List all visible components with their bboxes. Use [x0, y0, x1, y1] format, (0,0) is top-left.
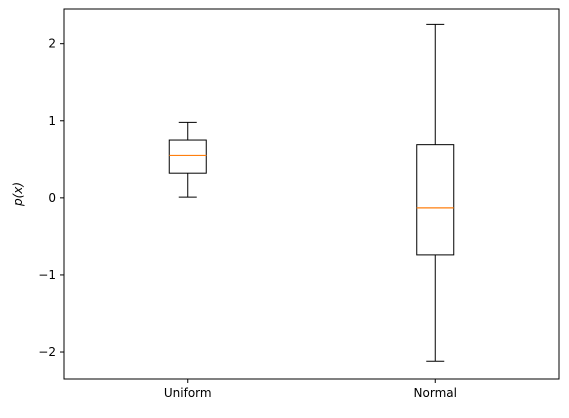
- plot-area-frame: [63, 8, 560, 380]
- y-tick-label: −2: [38, 345, 56, 359]
- y-axis-ticks: −2 −1 0 1 2: [38, 37, 64, 359]
- iqr-box: [168, 139, 207, 174]
- y-tick-label: 1: [48, 114, 56, 128]
- y-axis-label: p(x): [11, 182, 25, 207]
- y-tick-label: 0: [48, 191, 56, 205]
- y-tick-label: 2: [48, 37, 56, 51]
- box-group: [416, 23, 455, 362]
- box-group: [168, 121, 207, 198]
- x-tick-label: Normal: [414, 386, 457, 400]
- iqr-box: [416, 144, 455, 256]
- x-axis-ticks: Uniform Normal: [164, 379, 457, 400]
- x-tick-label: Uniform: [164, 386, 212, 400]
- y-tick-label: −1: [38, 268, 56, 282]
- plot-marks: [168, 23, 455, 362]
